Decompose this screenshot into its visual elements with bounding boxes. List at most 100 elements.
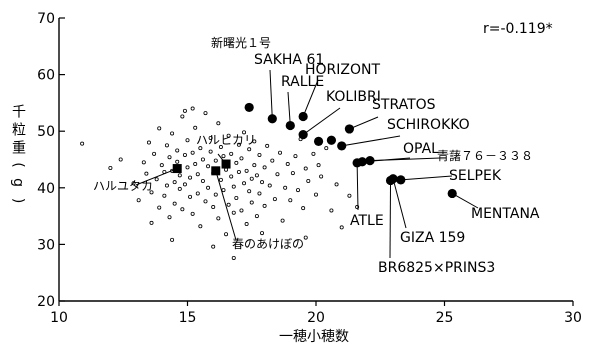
background-point bbox=[175, 159, 180, 164]
background-point bbox=[329, 208, 334, 213]
leader-line bbox=[215, 170, 237, 241]
background-point bbox=[236, 169, 241, 174]
background-point bbox=[180, 114, 185, 119]
background-point bbox=[260, 231, 265, 236]
leader-line bbox=[451, 193, 479, 209]
background-point bbox=[216, 121, 221, 126]
background-point bbox=[175, 148, 180, 153]
leader-line bbox=[302, 79, 319, 117]
foreign-variety-point bbox=[298, 129, 308, 140]
background-point bbox=[303, 166, 308, 171]
background-point bbox=[190, 106, 195, 111]
background-point bbox=[149, 220, 154, 225]
background-point bbox=[203, 111, 208, 116]
y-label-char: 千 bbox=[10, 104, 26, 120]
point-label: ハルユタカ bbox=[93, 179, 153, 193]
y-tick-label: 70 bbox=[37, 11, 55, 27]
background-point bbox=[267, 183, 272, 188]
background-point bbox=[188, 175, 193, 180]
point-label: RALLE bbox=[281, 74, 324, 90]
point-label: ハルヒカリ bbox=[196, 133, 256, 147]
background-point bbox=[200, 179, 205, 184]
background-point bbox=[242, 130, 247, 135]
x-ticks: 10 15 20 25 30 bbox=[50, 301, 582, 326]
background-point bbox=[164, 183, 169, 188]
correlation-annotation: r=-0.119* bbox=[483, 21, 553, 37]
background-point bbox=[234, 160, 239, 165]
background-point bbox=[334, 182, 339, 187]
x-tick-label: 20 bbox=[307, 310, 325, 326]
background-point bbox=[170, 131, 175, 136]
y-label-char: ) bbox=[10, 198, 26, 205]
background-point bbox=[272, 197, 277, 202]
background-point bbox=[208, 135, 213, 140]
background-point bbox=[141, 160, 146, 165]
background-point bbox=[303, 235, 308, 240]
foreign-variety-point bbox=[313, 136, 324, 146]
leader-line bbox=[269, 69, 273, 119]
y-tick-label: 20 bbox=[37, 294, 55, 310]
leader-line bbox=[369, 157, 441, 162]
background-point bbox=[80, 141, 85, 146]
point-label: 青藷７６－３３８ bbox=[437, 149, 533, 163]
background-point bbox=[167, 155, 172, 160]
y-tick-label: 30 bbox=[37, 237, 55, 253]
background-point bbox=[239, 208, 244, 213]
point-label: 春のあけぼの bbox=[232, 237, 304, 251]
background-point bbox=[162, 193, 167, 198]
background-point bbox=[226, 133, 231, 138]
x-tick-label: 30 bbox=[564, 310, 582, 326]
foreign-variety-point bbox=[337, 141, 347, 151]
point-label: STRATOS bbox=[372, 97, 436, 113]
background-point bbox=[154, 177, 159, 182]
leader-line bbox=[389, 180, 392, 259]
background-point bbox=[118, 157, 123, 162]
background-point bbox=[136, 198, 141, 203]
background-point bbox=[244, 222, 249, 227]
y-ticks: 20 30 40 50 60 70 bbox=[37, 11, 65, 310]
background-point bbox=[254, 173, 259, 178]
japanese-variety-point bbox=[211, 166, 221, 176]
point-label: SAKHA 61 bbox=[254, 52, 324, 68]
foreign-variety-point bbox=[396, 175, 406, 185]
background-point bbox=[172, 180, 177, 185]
background-point bbox=[198, 224, 203, 229]
foreign-variety-point bbox=[352, 158, 362, 168]
leader-line bbox=[135, 168, 178, 186]
background-point bbox=[239, 156, 244, 161]
background-point bbox=[216, 216, 221, 221]
background-point bbox=[190, 211, 195, 216]
background-point bbox=[146, 140, 151, 145]
background-point bbox=[218, 177, 223, 182]
background-point bbox=[190, 150, 195, 155]
leader-line bbox=[356, 162, 359, 211]
background-point bbox=[249, 176, 254, 181]
background-point bbox=[247, 189, 252, 194]
background-point bbox=[213, 192, 218, 197]
background-point bbox=[257, 152, 262, 157]
x-axis-label: 一穂小穂数 bbox=[279, 329, 349, 345]
background-point bbox=[208, 149, 213, 154]
background-point bbox=[229, 174, 234, 179]
japanese-variety-point bbox=[221, 159, 231, 169]
leader-line bbox=[341, 135, 401, 147]
background-point bbox=[211, 205, 216, 210]
background-point bbox=[347, 193, 352, 198]
leader-line bbox=[287, 91, 291, 126]
foreign-variety-point bbox=[385, 175, 396, 186]
point-label: BR6825×PRINS3 bbox=[378, 260, 495, 276]
background-point bbox=[170, 237, 175, 242]
background-point bbox=[213, 158, 218, 163]
leader-line bbox=[302, 107, 341, 136]
background-point bbox=[206, 185, 211, 190]
background-point bbox=[182, 108, 187, 113]
point-label: KOLIBRI bbox=[326, 89, 381, 105]
background-point bbox=[195, 191, 200, 196]
foreign-variety-point bbox=[447, 188, 457, 199]
background-point bbox=[285, 162, 290, 167]
background-point bbox=[231, 210, 236, 215]
background-point bbox=[301, 206, 306, 211]
y-tick-label: 40 bbox=[37, 181, 55, 197]
background-point bbox=[252, 163, 257, 168]
